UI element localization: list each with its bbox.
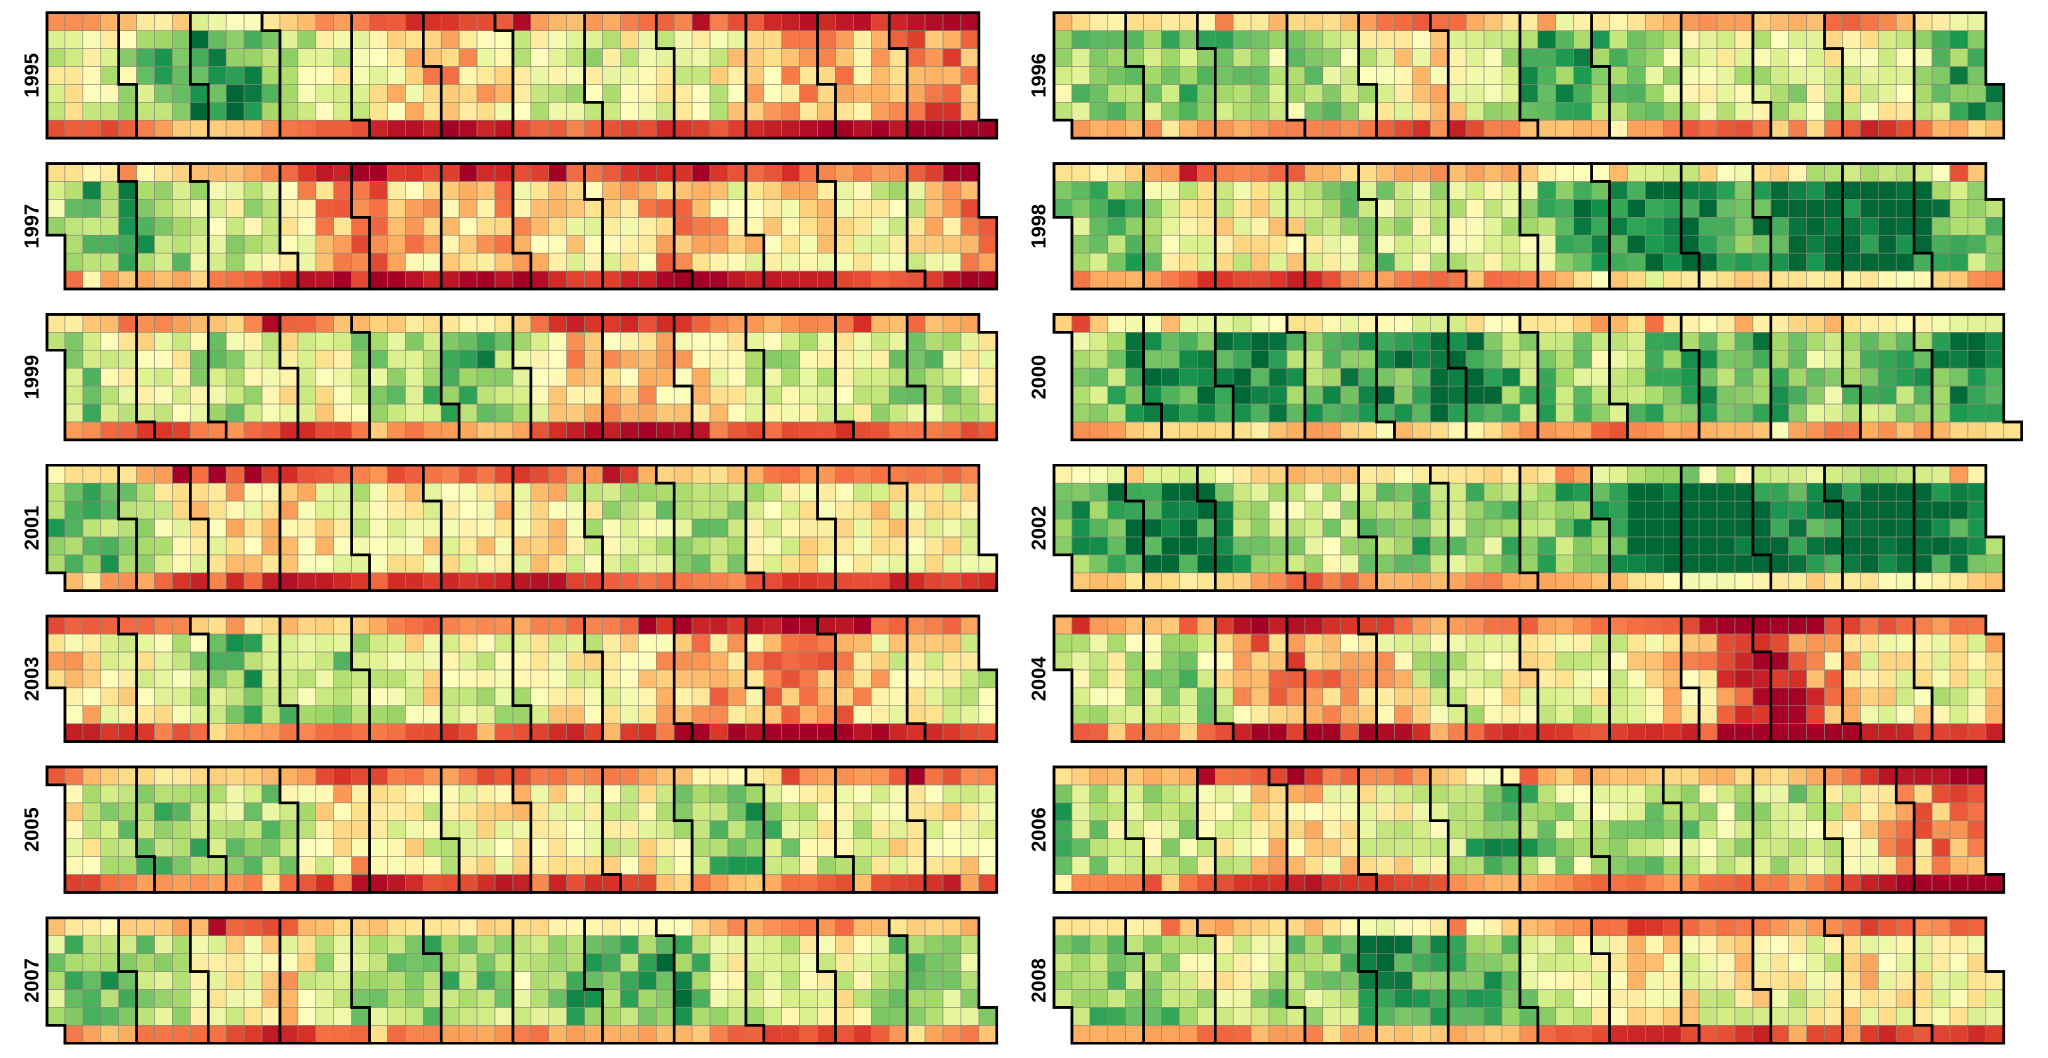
svg-text:1997: 1997 — [21, 204, 43, 249]
svg-text:1999: 1999 — [21, 355, 43, 400]
svg-text:2000: 2000 — [1028, 355, 1050, 400]
svg-text:2004: 2004 — [1028, 656, 1050, 701]
svg-text:2001: 2001 — [21, 506, 43, 551]
svg-text:2003: 2003 — [21, 657, 43, 702]
svg-text:1996: 1996 — [1028, 53, 1050, 98]
svg-text:2005: 2005 — [21, 807, 43, 852]
svg-text:1995: 1995 — [21, 53, 43, 98]
svg-text:2002: 2002 — [1028, 506, 1050, 551]
svg-text:2006: 2006 — [1028, 807, 1050, 852]
svg-text:1998: 1998 — [1028, 204, 1050, 249]
